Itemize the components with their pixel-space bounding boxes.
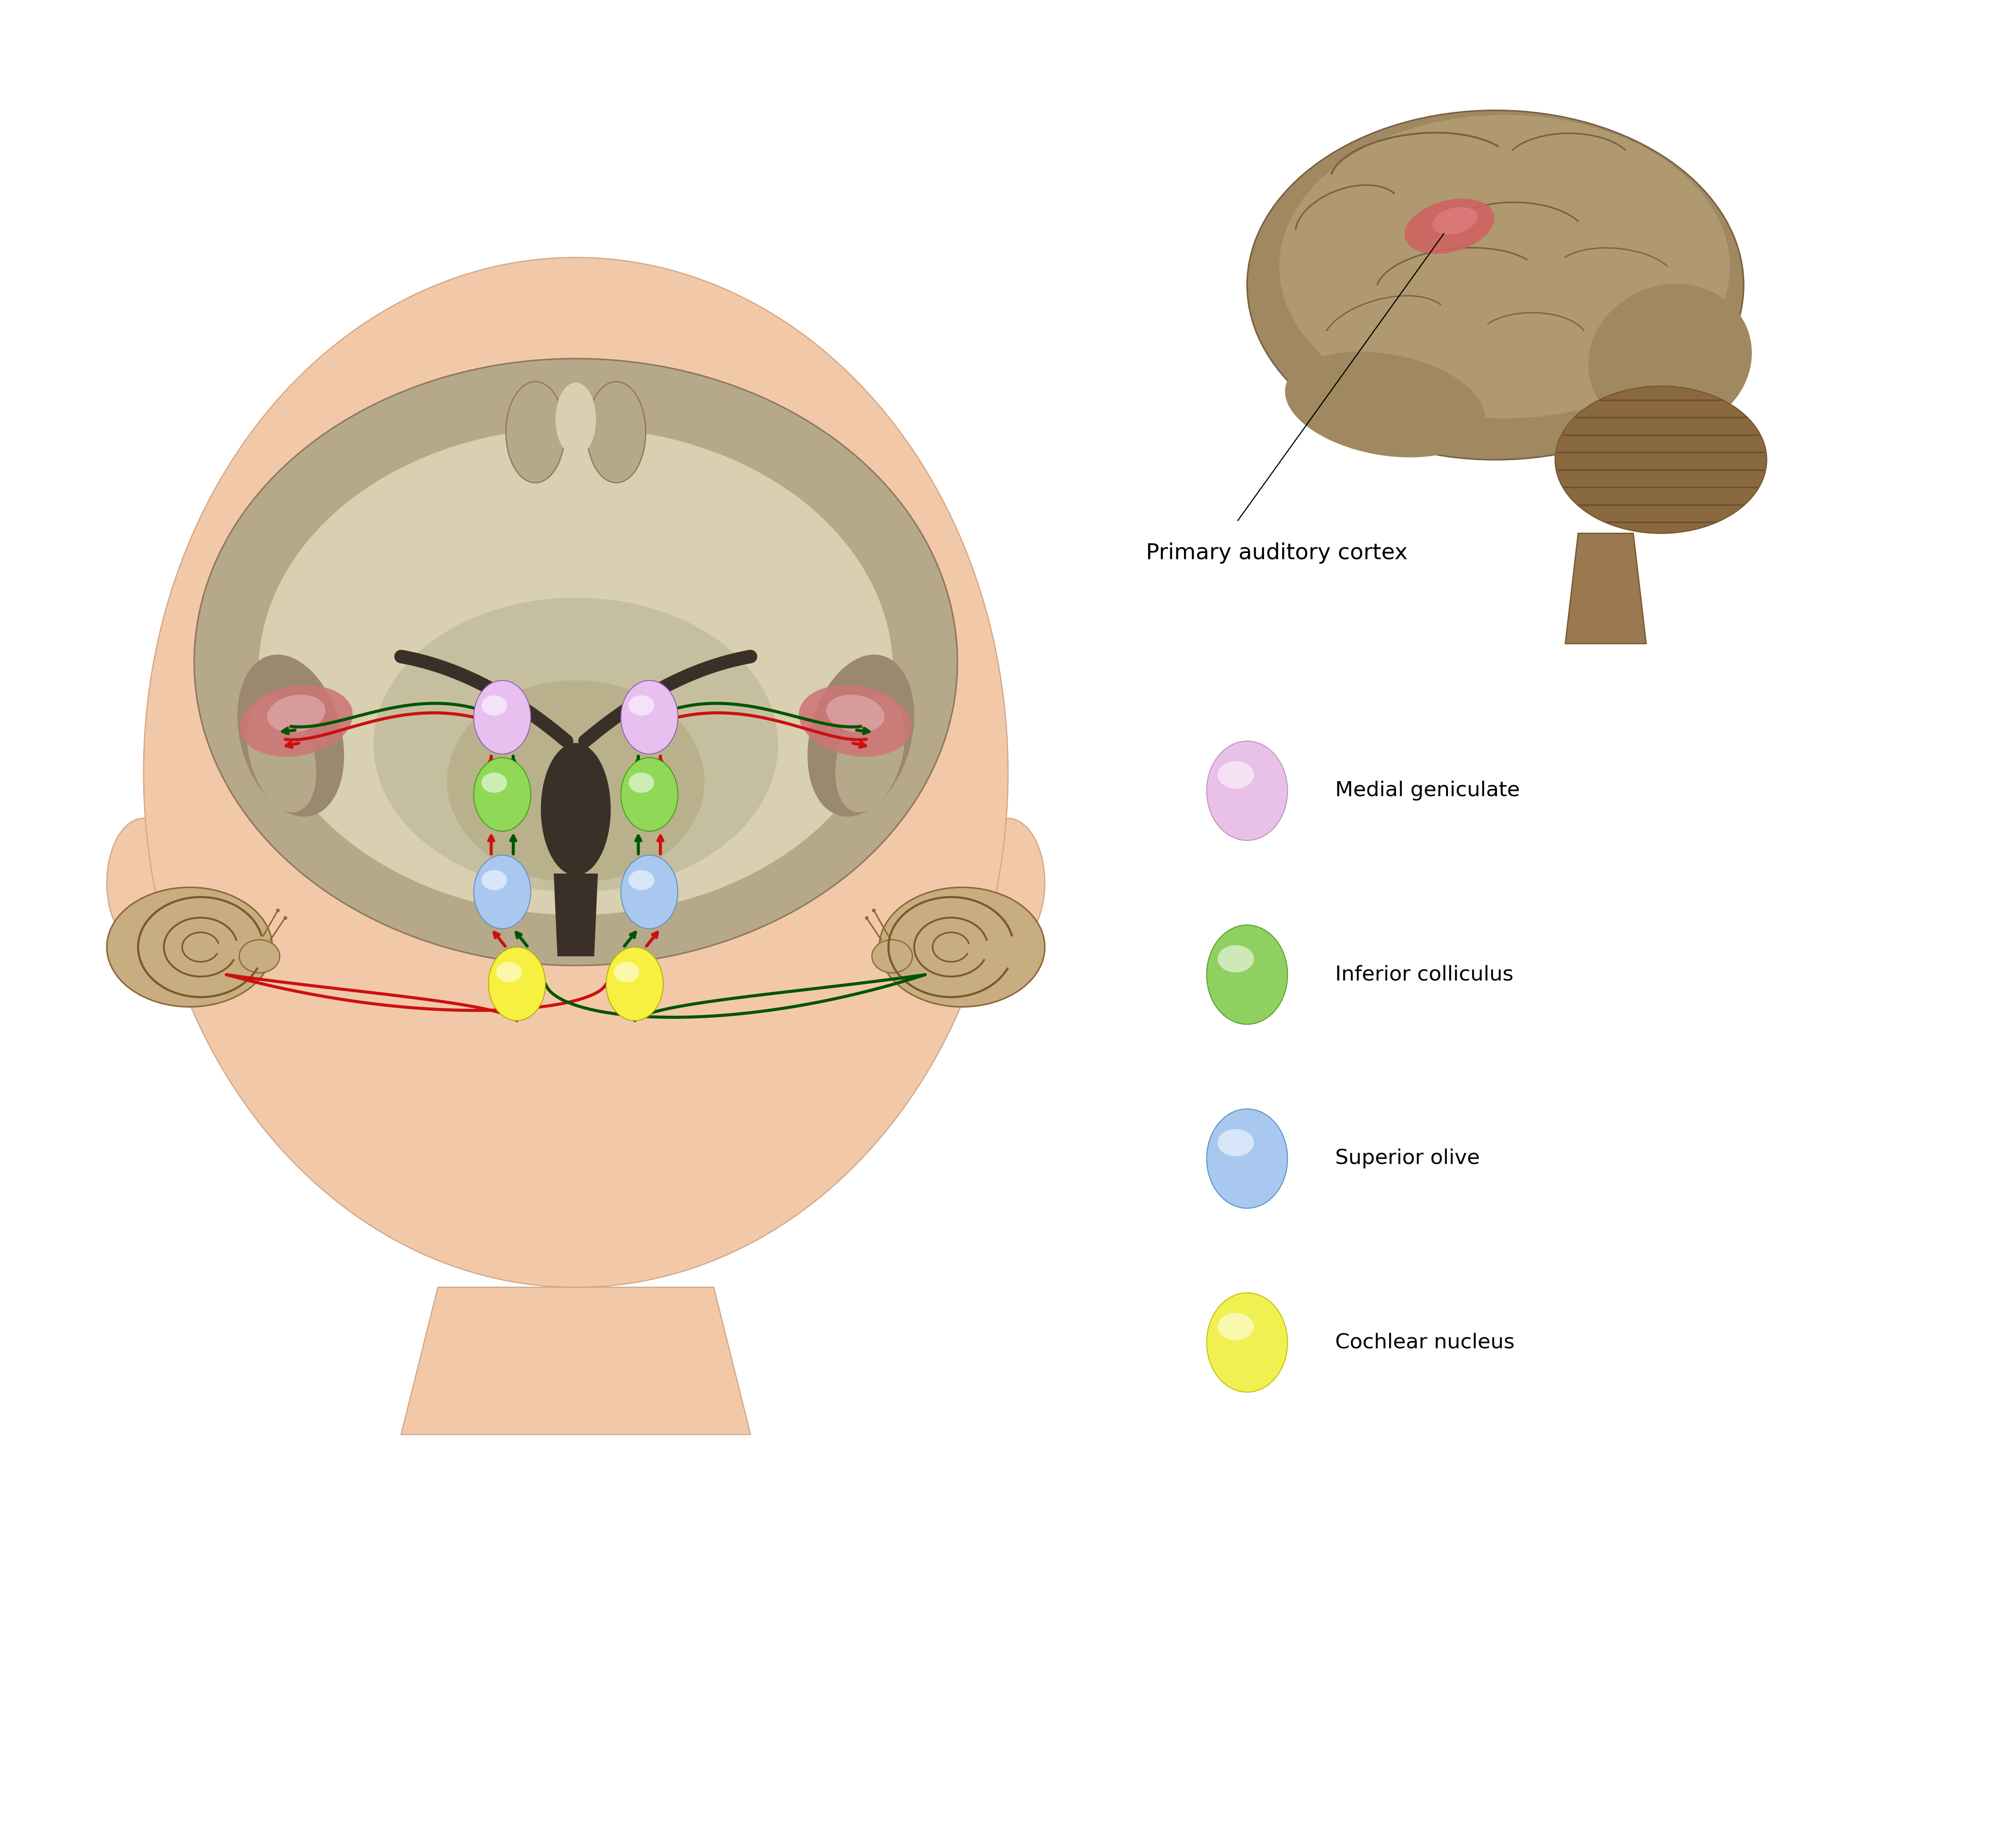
Polygon shape: [554, 874, 599, 956]
Text: Cochlear nucleus: Cochlear nucleus: [1335, 1333, 1514, 1352]
Ellipse shape: [107, 818, 179, 947]
Ellipse shape: [482, 772, 508, 793]
Ellipse shape: [496, 962, 522, 982]
Text: Superior olive: Superior olive: [1335, 1149, 1480, 1168]
Ellipse shape: [629, 870, 655, 890]
Ellipse shape: [1248, 110, 1744, 460]
Ellipse shape: [629, 695, 655, 715]
Ellipse shape: [621, 855, 677, 929]
Ellipse shape: [258, 428, 893, 914]
Ellipse shape: [879, 888, 1044, 1008]
Ellipse shape: [194, 359, 958, 965]
Ellipse shape: [621, 680, 677, 754]
Ellipse shape: [827, 695, 885, 732]
Ellipse shape: [1218, 1313, 1254, 1341]
Ellipse shape: [1208, 1293, 1288, 1392]
Ellipse shape: [798, 686, 911, 756]
Ellipse shape: [1218, 761, 1254, 789]
Ellipse shape: [107, 888, 272, 1008]
Ellipse shape: [540, 743, 611, 875]
Ellipse shape: [506, 383, 564, 484]
Ellipse shape: [613, 962, 639, 982]
Ellipse shape: [474, 758, 530, 831]
Ellipse shape: [1405, 199, 1494, 254]
Ellipse shape: [474, 680, 530, 754]
Ellipse shape: [835, 695, 905, 813]
Ellipse shape: [482, 870, 508, 890]
Ellipse shape: [1208, 741, 1288, 840]
Ellipse shape: [1218, 945, 1254, 973]
Ellipse shape: [1218, 1129, 1254, 1157]
Polygon shape: [401, 1287, 750, 1434]
Ellipse shape: [556, 383, 597, 456]
Ellipse shape: [373, 598, 778, 892]
Ellipse shape: [474, 855, 530, 929]
Ellipse shape: [1208, 1109, 1288, 1208]
Ellipse shape: [1208, 925, 1288, 1024]
Ellipse shape: [1554, 386, 1766, 533]
Ellipse shape: [1284, 351, 1486, 458]
Ellipse shape: [240, 940, 280, 973]
Ellipse shape: [871, 940, 913, 973]
Ellipse shape: [587, 383, 645, 484]
Ellipse shape: [1433, 208, 1478, 234]
Ellipse shape: [238, 655, 345, 817]
Ellipse shape: [808, 655, 913, 817]
Ellipse shape: [488, 947, 546, 1021]
Ellipse shape: [607, 947, 663, 1021]
Ellipse shape: [1589, 283, 1752, 434]
Ellipse shape: [482, 695, 508, 715]
Polygon shape: [1564, 533, 1647, 644]
Text: Primary auditory cortex: Primary auditory cortex: [1145, 543, 1407, 565]
Ellipse shape: [972, 818, 1044, 947]
Ellipse shape: [240, 686, 353, 756]
Ellipse shape: [1280, 116, 1730, 419]
Ellipse shape: [266, 695, 325, 732]
Text: Inferior colliculus: Inferior colliculus: [1335, 965, 1514, 984]
Text: Medial geniculate: Medial geniculate: [1335, 782, 1520, 800]
Ellipse shape: [621, 758, 677, 831]
Ellipse shape: [143, 257, 1008, 1287]
Ellipse shape: [246, 695, 317, 813]
Ellipse shape: [448, 680, 704, 883]
Ellipse shape: [629, 772, 655, 793]
